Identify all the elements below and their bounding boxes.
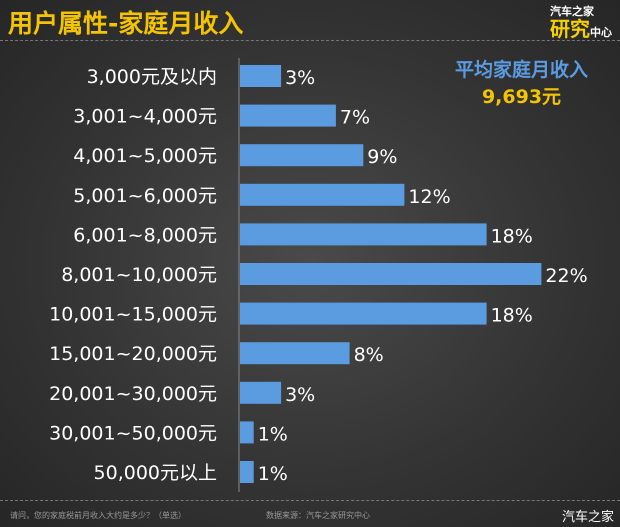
average-box: 平均家庭月收入 9,693元 (455, 55, 588, 109)
bar (240, 461, 254, 483)
data-label: 18% (491, 305, 533, 327)
category-label: 15,001~20,000元 (49, 343, 217, 365)
average-label: 平均家庭月收入 (454, 59, 588, 81)
bar (240, 183, 405, 206)
category-label: 4,001~5,000元 (73, 145, 217, 167)
survey-question: 请问，您的家庭税前月收入大约是多少？（单选） (10, 511, 186, 520)
bar (240, 144, 364, 167)
data-label: 1% (258, 463, 288, 485)
data-label: 18% (491, 225, 533, 247)
bar (240, 302, 487, 325)
data-label: 9% (367, 146, 397, 168)
bar (240, 421, 254, 444)
category-label: 50,000元以上 (94, 462, 217, 484)
category-label: 3,001~4,000元 (73, 106, 217, 128)
category-label: 30,001~50,000元 (49, 422, 217, 444)
data-label: 3% (285, 384, 315, 406)
category-label: 3,000元及以内 (87, 66, 217, 88)
data-label: 22% (545, 265, 587, 287)
category-label: 5,001~6,000元 (73, 185, 217, 207)
bottom-divider (0, 500, 620, 501)
logo-line1: 汽车之家 (550, 5, 594, 18)
category-label: 6,001~8,000元 (73, 224, 217, 246)
bar (240, 263, 542, 285)
logo: 汽车之家 研究中心 (550, 3, 612, 40)
category-label: 10,001~15,000元 (49, 304, 217, 326)
category-label: 8,001~10,000元 (61, 264, 217, 286)
top-divider (0, 40, 620, 41)
data-label: 8% (354, 344, 384, 366)
average-value: 9,693元 (481, 86, 562, 108)
data-label: 12% (408, 186, 450, 208)
bar (240, 342, 350, 365)
bar (240, 104, 336, 127)
bar (240, 381, 282, 404)
data-source: 数据来源：汽车之家研究中心 (266, 511, 370, 520)
page-title: 用户属性-家庭月收入 (8, 9, 244, 38)
data-label: 7% (340, 107, 370, 129)
bar (240, 223, 487, 246)
brand-text: 汽车之家 (561, 510, 614, 525)
category-label: 20,001~30,000元 (49, 383, 217, 405)
logo-line3: 中心 (590, 26, 612, 39)
data-label: 3% (285, 67, 315, 89)
data-label: 1% (258, 423, 288, 445)
bar (240, 65, 282, 87)
logo-line2: 研究 (550, 17, 590, 41)
